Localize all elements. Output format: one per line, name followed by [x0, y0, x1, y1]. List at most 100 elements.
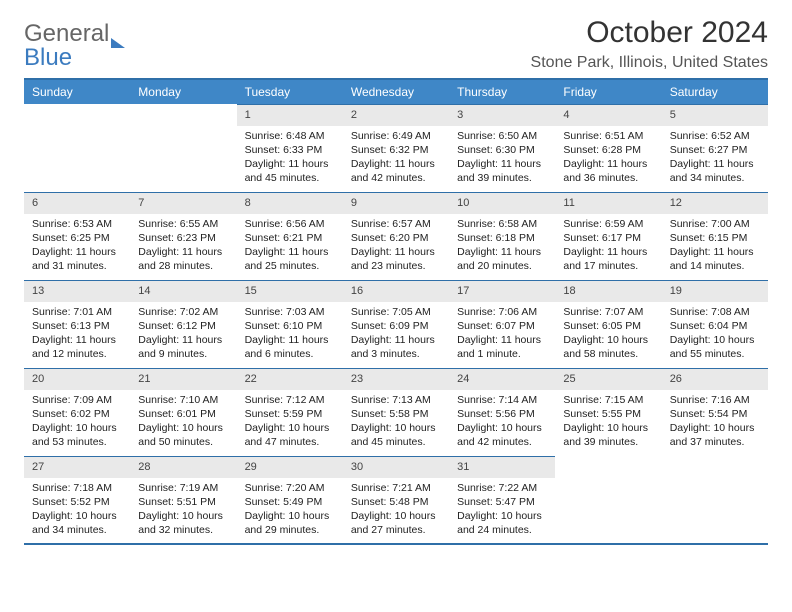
- day-number: 7: [130, 192, 236, 214]
- day-details: Sunrise: 6:59 AMSunset: 6:17 PMDaylight:…: [555, 214, 661, 278]
- location-subtitle: Stone Park, Illinois, United States: [531, 54, 768, 72]
- day-details: Sunrise: 6:53 AMSunset: 6:25 PMDaylight:…: [24, 214, 130, 278]
- day-details: Sunrise: 6:58 AMSunset: 6:18 PMDaylight:…: [449, 214, 555, 278]
- day-number: 27: [24, 456, 130, 478]
- calendar-cell: 30Sunrise: 7:21 AMSunset: 5:48 PMDayligh…: [343, 456, 449, 544]
- day-number: 30: [343, 456, 449, 478]
- day-number: 25: [555, 368, 661, 390]
- day-number: 22: [237, 368, 343, 390]
- day-number: 12: [662, 192, 768, 214]
- day-number: 13: [24, 280, 130, 302]
- day-details: Sunrise: 6:55 AMSunset: 6:23 PMDaylight:…: [130, 214, 236, 278]
- day-details: Sunrise: 7:15 AMSunset: 5:55 PMDaylight:…: [555, 390, 661, 454]
- day-number: 15: [237, 280, 343, 302]
- day-details: Sunrise: 7:02 AMSunset: 6:12 PMDaylight:…: [130, 302, 236, 366]
- calendar-table: SundayMondayTuesdayWednesdayThursdayFrid…: [24, 78, 768, 545]
- weekday-header: Thursday: [449, 79, 555, 104]
- calendar-cell: 31Sunrise: 7:22 AMSunset: 5:47 PMDayligh…: [449, 456, 555, 544]
- calendar-cell: .: [24, 104, 130, 192]
- day-details: Sunrise: 7:14 AMSunset: 5:56 PMDaylight:…: [449, 390, 555, 454]
- day-number: 5: [662, 104, 768, 126]
- day-number: 16: [343, 280, 449, 302]
- day-details: Sunrise: 7:20 AMSunset: 5:49 PMDaylight:…: [237, 478, 343, 542]
- day-details: Sunrise: 7:12 AMSunset: 5:59 PMDaylight:…: [237, 390, 343, 454]
- day-number: 21: [130, 368, 236, 390]
- day-number: 4: [555, 104, 661, 126]
- day-number: 2: [343, 104, 449, 126]
- calendar-cell: 29Sunrise: 7:20 AMSunset: 5:49 PMDayligh…: [237, 456, 343, 544]
- day-number: 31: [449, 456, 555, 478]
- day-details: Sunrise: 7:09 AMSunset: 6:02 PMDaylight:…: [24, 390, 130, 454]
- weekday-header: Sunday: [24, 79, 130, 104]
- logo: GeneralBlue: [24, 20, 125, 72]
- calendar-cell: 2Sunrise: 6:49 AMSunset: 6:32 PMDaylight…: [343, 104, 449, 192]
- day-number: 9: [343, 192, 449, 214]
- day-details: Sunrise: 7:01 AMSunset: 6:13 PMDaylight:…: [24, 302, 130, 366]
- calendar-cell: 27Sunrise: 7:18 AMSunset: 5:52 PMDayligh…: [24, 456, 130, 544]
- calendar-cell: 26Sunrise: 7:16 AMSunset: 5:54 PMDayligh…: [662, 368, 768, 456]
- calendar-cell: 17Sunrise: 7:06 AMSunset: 6:07 PMDayligh…: [449, 280, 555, 368]
- calendar-cell: 1Sunrise: 6:48 AMSunset: 6:33 PMDaylight…: [237, 104, 343, 192]
- day-details: Sunrise: 6:51 AMSunset: 6:28 PMDaylight:…: [555, 126, 661, 190]
- day-number: 1: [237, 104, 343, 126]
- calendar-cell: 9Sunrise: 6:57 AMSunset: 6:20 PMDaylight…: [343, 192, 449, 280]
- day-details: Sunrise: 7:03 AMSunset: 6:10 PMDaylight:…: [237, 302, 343, 366]
- calendar-cell: 6Sunrise: 6:53 AMSunset: 6:25 PMDaylight…: [24, 192, 130, 280]
- day-number: 26: [662, 368, 768, 390]
- day-details: Sunrise: 7:21 AMSunset: 5:48 PMDaylight:…: [343, 478, 449, 542]
- day-number: 20: [24, 368, 130, 390]
- weekday-header: Friday: [555, 79, 661, 104]
- calendar-cell: 8Sunrise: 6:56 AMSunset: 6:21 PMDaylight…: [237, 192, 343, 280]
- calendar-cell: 10Sunrise: 6:58 AMSunset: 6:18 PMDayligh…: [449, 192, 555, 280]
- day-number: 23: [343, 368, 449, 390]
- calendar-cell: 28Sunrise: 7:19 AMSunset: 5:51 PMDayligh…: [130, 456, 236, 544]
- calendar-cell: .: [130, 104, 236, 192]
- calendar-cell: 7Sunrise: 6:55 AMSunset: 6:23 PMDaylight…: [130, 192, 236, 280]
- day-details: Sunrise: 7:16 AMSunset: 5:54 PMDaylight:…: [662, 390, 768, 454]
- page-title: October 2024: [531, 16, 768, 50]
- day-number: 11: [555, 192, 661, 214]
- weekday-header: Tuesday: [237, 79, 343, 104]
- calendar-cell: .: [555, 456, 661, 544]
- calendar-cell: 18Sunrise: 7:07 AMSunset: 6:05 PMDayligh…: [555, 280, 661, 368]
- calendar-cell: 5Sunrise: 6:52 AMSunset: 6:27 PMDaylight…: [662, 104, 768, 192]
- day-number: 17: [449, 280, 555, 302]
- day-details: Sunrise: 7:08 AMSunset: 6:04 PMDaylight:…: [662, 302, 768, 366]
- day-details: Sunrise: 6:49 AMSunset: 6:32 PMDaylight:…: [343, 126, 449, 190]
- day-details: Sunrise: 7:07 AMSunset: 6:05 PMDaylight:…: [555, 302, 661, 366]
- day-details: Sunrise: 6:57 AMSunset: 6:20 PMDaylight:…: [343, 214, 449, 278]
- calendar-cell: 25Sunrise: 7:15 AMSunset: 5:55 PMDayligh…: [555, 368, 661, 456]
- calendar-cell: 4Sunrise: 6:51 AMSunset: 6:28 PMDaylight…: [555, 104, 661, 192]
- weekday-header: Monday: [130, 79, 236, 104]
- day-details: Sunrise: 6:48 AMSunset: 6:33 PMDaylight:…: [237, 126, 343, 190]
- day-number: 3: [449, 104, 555, 126]
- calendar-cell: 20Sunrise: 7:09 AMSunset: 6:02 PMDayligh…: [24, 368, 130, 456]
- day-details: Sunrise: 7:19 AMSunset: 5:51 PMDaylight:…: [130, 478, 236, 542]
- calendar-cell: 15Sunrise: 7:03 AMSunset: 6:10 PMDayligh…: [237, 280, 343, 368]
- day-details: Sunrise: 7:10 AMSunset: 6:01 PMDaylight:…: [130, 390, 236, 454]
- day-number: 6: [24, 192, 130, 214]
- day-number: 28: [130, 456, 236, 478]
- calendar-cell: 21Sunrise: 7:10 AMSunset: 6:01 PMDayligh…: [130, 368, 236, 456]
- day-number: 10: [449, 192, 555, 214]
- day-number: 29: [237, 456, 343, 478]
- calendar-cell: 11Sunrise: 6:59 AMSunset: 6:17 PMDayligh…: [555, 192, 661, 280]
- day-details: Sunrise: 7:22 AMSunset: 5:47 PMDaylight:…: [449, 478, 555, 542]
- calendar-cell: 22Sunrise: 7:12 AMSunset: 5:59 PMDayligh…: [237, 368, 343, 456]
- day-number: 19: [662, 280, 768, 302]
- calendar-cell: 16Sunrise: 7:05 AMSunset: 6:09 PMDayligh…: [343, 280, 449, 368]
- day-number: 8: [237, 192, 343, 214]
- calendar-cell: 12Sunrise: 7:00 AMSunset: 6:15 PMDayligh…: [662, 192, 768, 280]
- header: GeneralBlue October 2024 Stone Park, Ill…: [24, 16, 768, 72]
- logo-text-2: Blue: [24, 44, 125, 72]
- day-number: 24: [449, 368, 555, 390]
- calendar-cell: 19Sunrise: 7:08 AMSunset: 6:04 PMDayligh…: [662, 280, 768, 368]
- logo-triangle-icon: [111, 38, 125, 48]
- day-details: Sunrise: 7:00 AMSunset: 6:15 PMDaylight:…: [662, 214, 768, 278]
- calendar-cell: 13Sunrise: 7:01 AMSunset: 6:13 PMDayligh…: [24, 280, 130, 368]
- calendar-cell: 14Sunrise: 7:02 AMSunset: 6:12 PMDayligh…: [130, 280, 236, 368]
- calendar-cell: 23Sunrise: 7:13 AMSunset: 5:58 PMDayligh…: [343, 368, 449, 456]
- day-details: Sunrise: 6:50 AMSunset: 6:30 PMDaylight:…: [449, 126, 555, 190]
- day-details: Sunrise: 7:18 AMSunset: 5:52 PMDaylight:…: [24, 478, 130, 542]
- calendar-cell: 3Sunrise: 6:50 AMSunset: 6:30 PMDaylight…: [449, 104, 555, 192]
